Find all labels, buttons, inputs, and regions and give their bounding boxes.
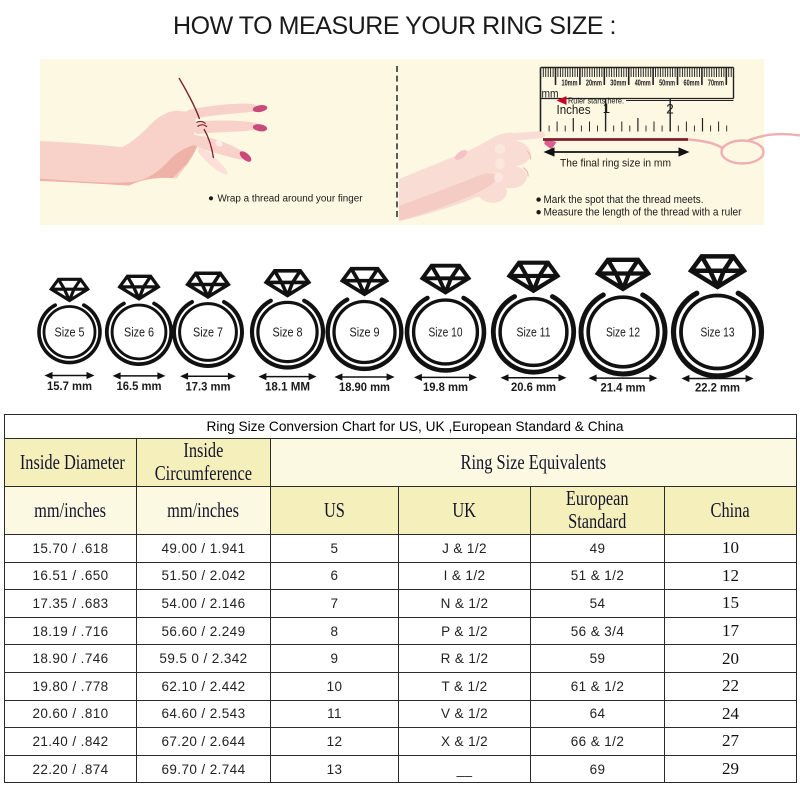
svg-text:Size 5: Size 5 bbox=[55, 326, 85, 340]
svg-text:Wrap a thread around your fing: Wrap a thread around your finger bbox=[218, 193, 364, 204]
svg-text:Measure the length of the thre: Measure the length of the thread with a … bbox=[544, 207, 742, 219]
svg-text:Size 9: Size 9 bbox=[350, 326, 380, 340]
svg-text:Size 7: Size 7 bbox=[193, 326, 223, 340]
svg-text:60mm: 60mm bbox=[684, 79, 700, 88]
svg-text:Size 10: Size 10 bbox=[429, 326, 463, 340]
svg-text:18.90 mm: 18.90 mm bbox=[339, 382, 390, 394]
svg-text:20.6 mm: 20.6 mm bbox=[511, 382, 556, 394]
svg-text:70mm: 70mm bbox=[708, 79, 724, 88]
svg-text:21.4 mm: 21.4 mm bbox=[601, 382, 646, 394]
svg-text:Inches: Inches bbox=[557, 103, 591, 117]
svg-text:22.2 mm: 22.2 mm bbox=[695, 383, 740, 395]
svg-text:40mm: 40mm bbox=[635, 79, 651, 88]
svg-text:17.3 mm: 17.3 mm bbox=[186, 381, 231, 393]
svg-text:Mark the spot that the thread: Mark the spot that the thread meets. bbox=[544, 194, 704, 206]
svg-text:15.7 mm: 15.7 mm bbox=[47, 381, 92, 393]
svg-text:mm: mm bbox=[542, 89, 559, 101]
svg-text:Size 13: Size 13 bbox=[701, 326, 735, 340]
svg-text:Size 8: Size 8 bbox=[273, 326, 303, 340]
svg-text:30mm: 30mm bbox=[610, 79, 626, 88]
svg-text:The final ring size in mm: The final ring size in mm bbox=[560, 158, 671, 170]
svg-text:Size 12: Size 12 bbox=[606, 326, 640, 340]
svg-text:19.8 mm: 19.8 mm bbox=[423, 382, 468, 394]
svg-text:10mm: 10mm bbox=[562, 79, 578, 88]
svg-text:50mm: 50mm bbox=[659, 79, 675, 88]
svg-text:2: 2 bbox=[666, 102, 674, 117]
svg-text:18.1 MM: 18.1 MM bbox=[265, 382, 310, 394]
svg-text:20mm: 20mm bbox=[586, 79, 602, 88]
svg-text:1: 1 bbox=[603, 101, 611, 116]
svg-text:Size 6: Size 6 bbox=[124, 326, 154, 340]
svg-text:Ruler starts here.: Ruler starts here. bbox=[568, 97, 624, 106]
svg-text:16.5 mm: 16.5 mm bbox=[117, 381, 162, 393]
svg-text:Size 11: Size 11 bbox=[517, 326, 551, 340]
